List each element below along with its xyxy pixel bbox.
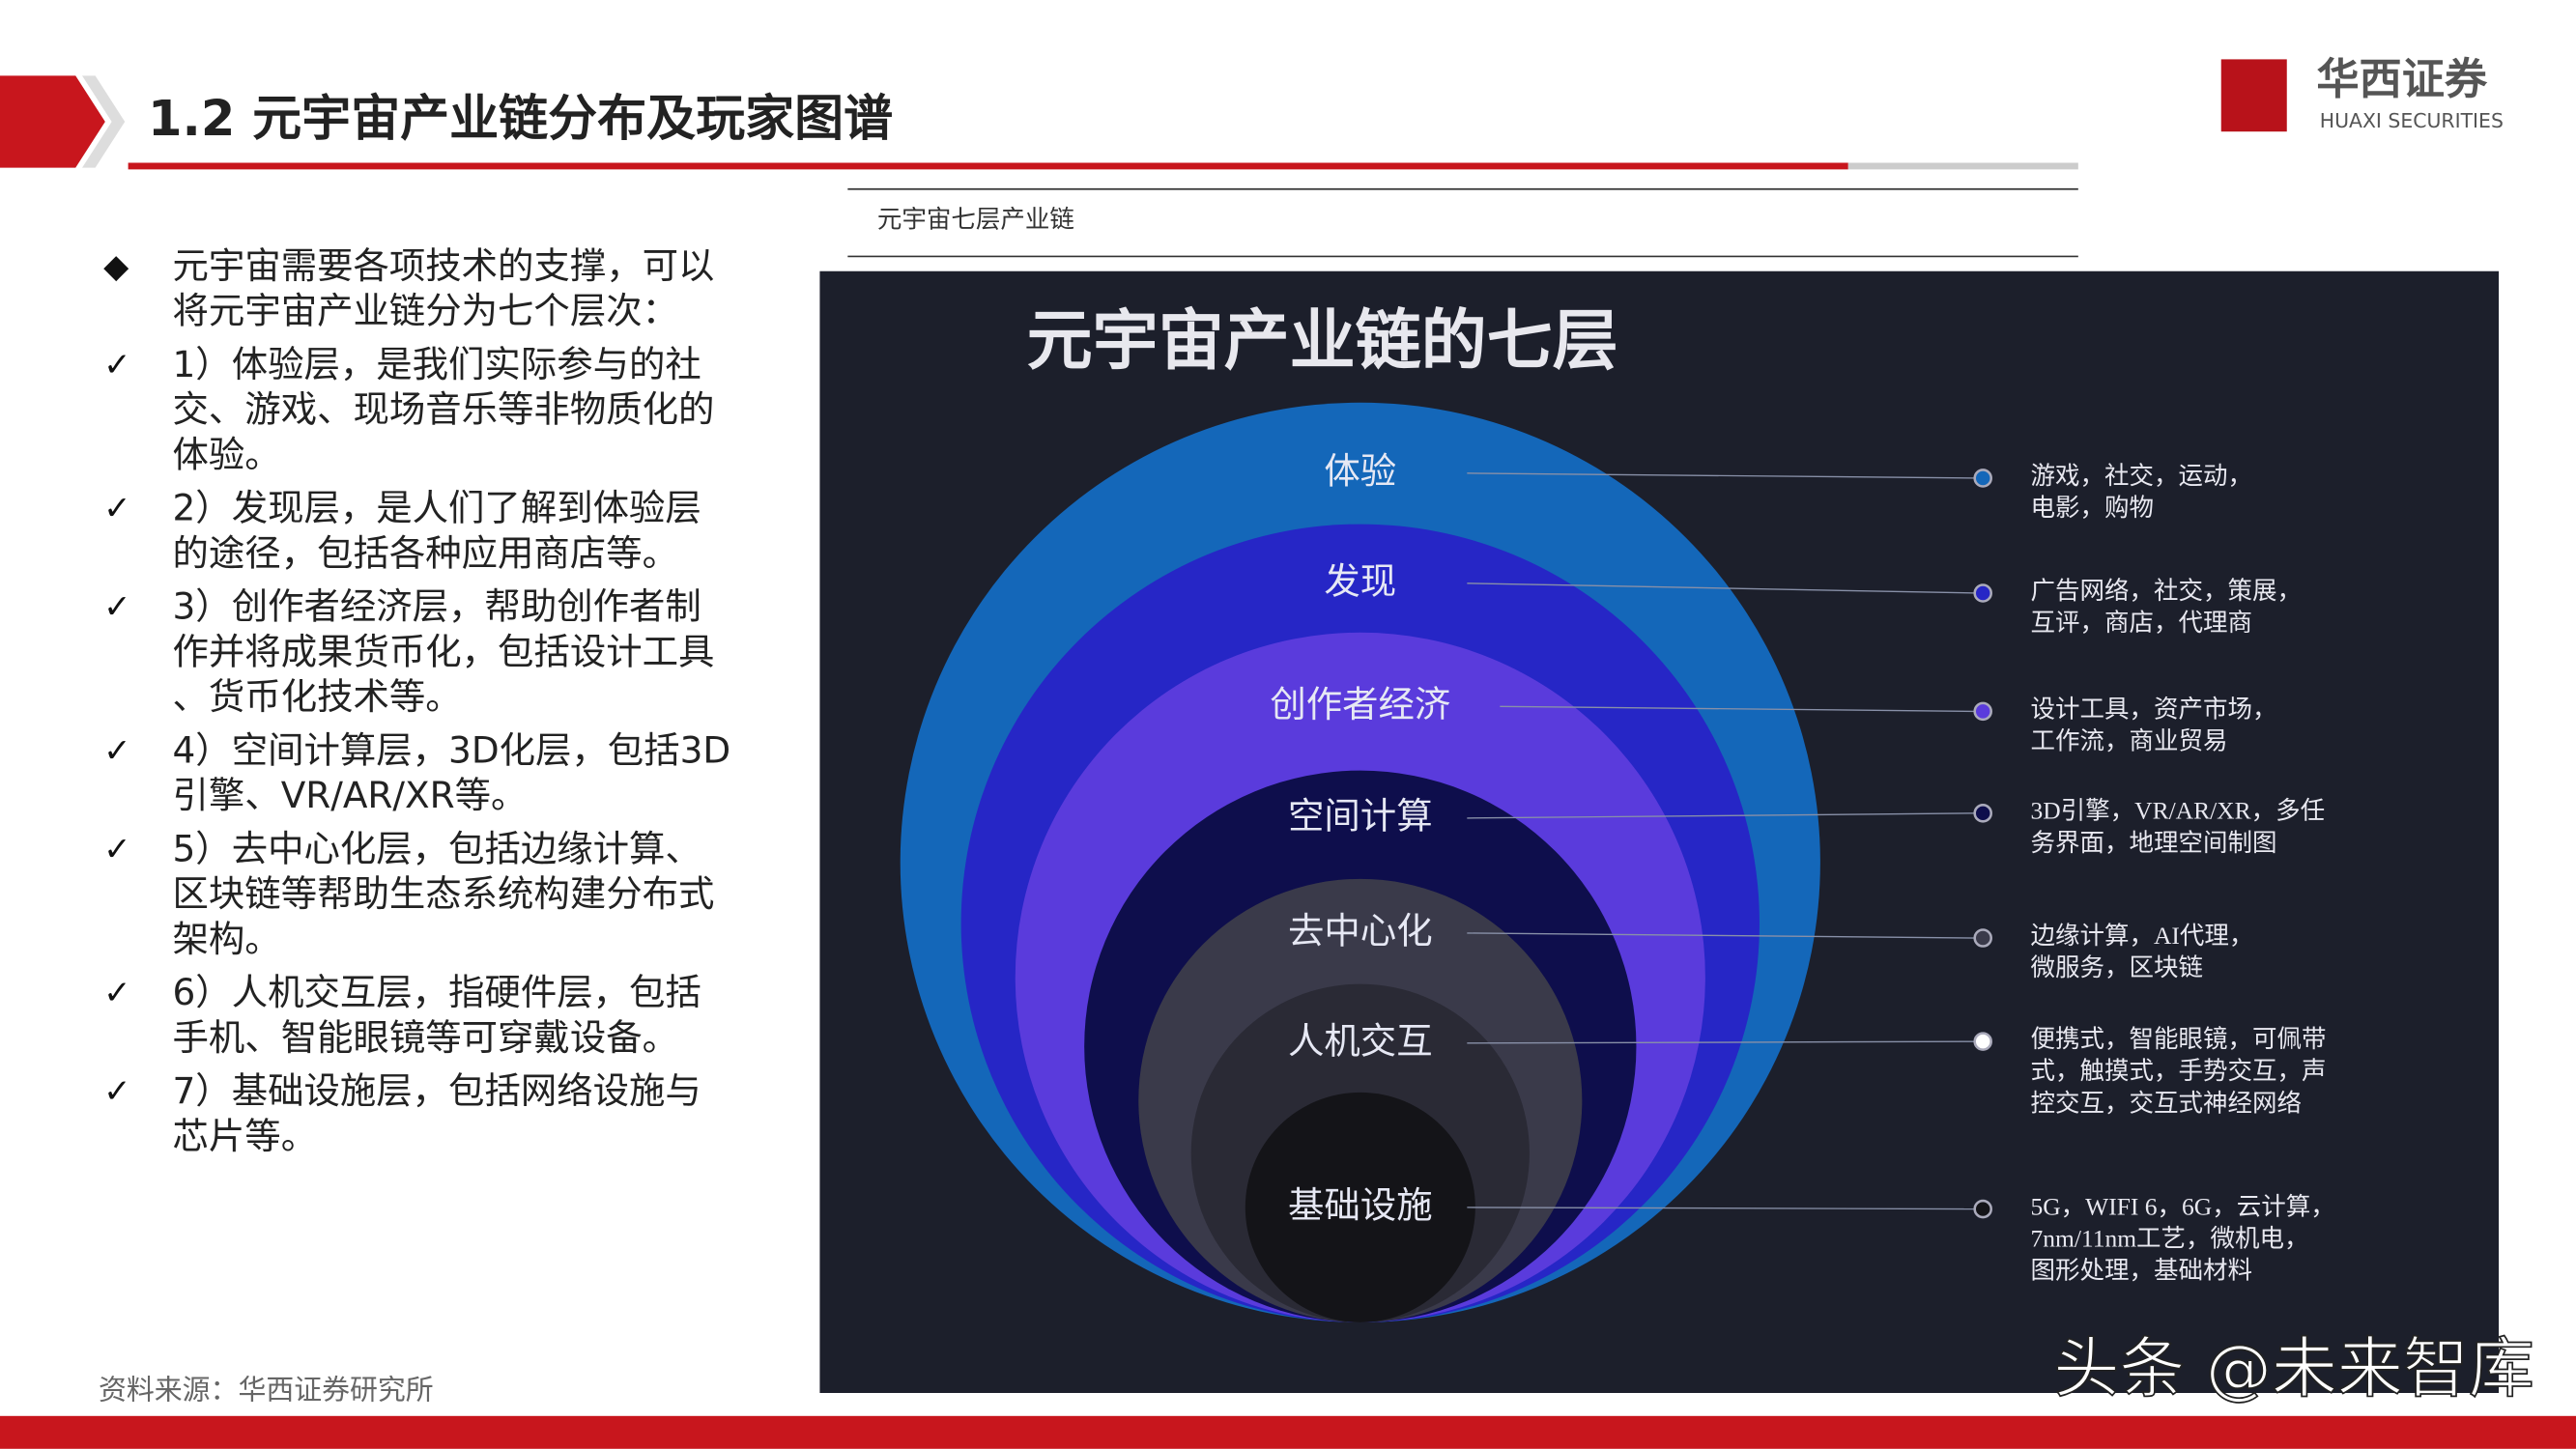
layer-desc: 电影，购物	[2031, 494, 2155, 522]
bullet-line: 2）发现层，是人们了解到体验层	[173, 487, 701, 529]
bullet-line: 7）基础设施层，包括网络设施与	[173, 1069, 701, 1112]
leader-dot	[1973, 701, 1992, 722]
bullet-mark: ◆	[103, 247, 129, 286]
leader-line	[1467, 812, 1977, 819]
layer-label: 人机交互	[1288, 1019, 1433, 1062]
page-title: 1.2 元宇宙产业链分布及玩家图谱	[148, 91, 893, 148]
bullet-line: 的途径，包括各种应用商店等。	[173, 531, 678, 574]
bullet-line: 交、游戏、现场音乐等非物质化的	[173, 388, 715, 431]
layer-desc: 5G，WIFI 6，6G，云计算，	[2031, 1192, 2335, 1220]
leader-line	[1467, 472, 1977, 479]
bullet-mark: ✓	[103, 1072, 130, 1111]
bullet-mark: ✓	[103, 731, 130, 770]
layer-desc: 边缘计算，AI代理，	[2031, 922, 2254, 950]
logo-en: HUAXI SECURITIES	[2320, 109, 2504, 132]
layer-desc: 工作流，商业贸易	[2031, 726, 2228, 754]
bullet-mark: ✓	[103, 588, 130, 627]
layer-desc: 图形处理，基础材料	[2031, 1257, 2253, 1285]
layer-desc: 设计工具，资产市场，	[2031, 695, 2277, 723]
bullet-line: 5）去中心化层，包括边缘计算、	[173, 827, 701, 869]
layer-desc: 微服务，区块链	[2031, 953, 2204, 981]
bullet-line: 架构。	[173, 918, 281, 960]
bullet-line: 区块链等帮助生态系统构建分布式	[173, 872, 715, 915]
figure-caption: 元宇宙七层产业链	[877, 206, 1074, 234]
layer-label: 基础设施	[1288, 1183, 1433, 1226]
footer-bar	[0, 1415, 2576, 1449]
bullet-mark: ✓	[103, 490, 130, 528]
layer-desc: 互评，商店，代理商	[2031, 609, 2253, 637]
leader-dot	[1973, 1032, 1992, 1051]
layer-label: 空间计算	[1288, 794, 1433, 837]
leader-dot	[1973, 1199, 1992, 1219]
source: 资料来源：华西证券研究所	[99, 1376, 434, 1406]
leader-line	[1467, 1040, 1977, 1044]
leader-dot	[1973, 469, 1992, 488]
leader-line	[1467, 1207, 1977, 1210]
bullet-line: 芯片等。	[173, 1115, 318, 1157]
bullet-line: 1）体验层，是我们实际参与的社	[173, 343, 701, 385]
leader-dot	[1973, 804, 1992, 823]
bullet-line: 将元宇宙产业链分为七个层次：	[173, 290, 678, 332]
bullet-mark: ✓	[103, 974, 130, 1012]
bullet-line: 4）空间计算层，3D化层，包括3D	[173, 728, 731, 771]
layer-desc: 7nm/11nm工艺，微机电，	[2031, 1225, 2309, 1253]
bullet-mark: ✓	[103, 346, 130, 384]
layer-desc: 式，触摸式，手势交互，声	[2031, 1057, 2327, 1085]
leader-line	[1500, 705, 1977, 713]
layer-label: 创作者经济	[1270, 683, 1450, 725]
figure-title: 元宇宙产业链的七层	[1027, 303, 1618, 380]
bullet-mark: ✓	[103, 830, 130, 868]
layer-desc: 3D引擎，VR/AR/XR，多任	[2031, 797, 2326, 825]
logo-mark	[2220, 59, 2287, 132]
layer-label: 体验	[1324, 449, 1396, 492]
leader-line	[1467, 582, 1977, 594]
layer-desc: 控交互，交互式神经网络	[2031, 1089, 2303, 1117]
logo-cn: 华西证券	[2316, 55, 2488, 104]
layer-desc: 便携式，智能眼镜，可佩带	[2031, 1025, 2327, 1053]
leader-line	[1467, 932, 1977, 939]
bullet-line: 引擎、VR/AR/XR等。	[173, 774, 528, 816]
layer-circle	[1245, 1092, 1475, 1322]
leader-dot	[1973, 928, 1992, 948]
bullet-line: 元宇宙需要各项技术的支撑，可以	[173, 244, 715, 287]
layer-desc: 游戏，社交，运动，	[2031, 462, 2253, 490]
header-tab-edge	[82, 75, 126, 168]
header-tab	[0, 75, 105, 168]
watermark: 头条 @未来智库	[2053, 1331, 2534, 1407]
leader-dot	[1973, 583, 1992, 603]
bullet-line: 、货币化技术等。	[173, 675, 462, 718]
layer-desc: 广告网络，社交，策展，	[2031, 577, 2303, 605]
bullet-line: 手机、智能眼镜等可穿戴设备。	[173, 1016, 678, 1059]
layer-label: 去中心化	[1288, 909, 1433, 952]
layer-desc: 务界面，地理空间制图	[2031, 829, 2277, 857]
bullet-line: 3）创作者经济层，帮助创作者制	[173, 585, 701, 628]
bullet-line: 6）人机交互层，指硬件层，包括	[173, 971, 701, 1013]
layer-label: 发现	[1324, 559, 1396, 602]
bullet-line: 作并将成果货币化，包括设计工具	[173, 630, 715, 672]
bullet-line: 体验。	[173, 433, 281, 475]
